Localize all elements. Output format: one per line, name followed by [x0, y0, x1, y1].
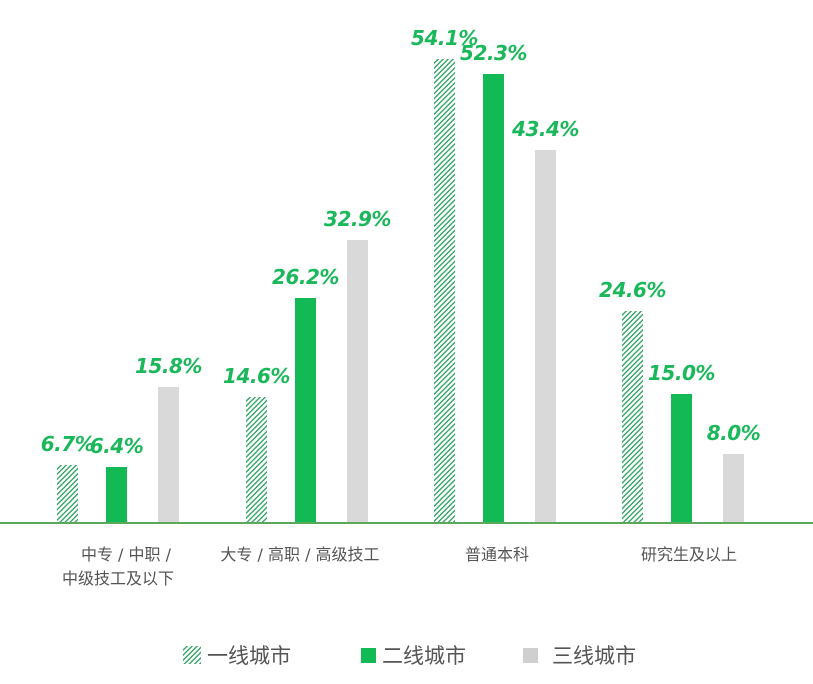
value-label: 32.9%: [324, 207, 391, 232]
value-label: 54.1%: [411, 25, 478, 50]
legend-item-tier3: 三线城市: [523, 638, 636, 672]
value-label: 14.6%: [223, 364, 290, 389]
category-label: 大专 / 高职 / 高级技工: [220, 545, 380, 564]
hatched-swatch-icon: [183, 646, 201, 664]
bar: [106, 467, 127, 522]
gray-swatch-icon: [523, 647, 538, 663]
legend-item-tier1: 一线城市: [183, 638, 291, 672]
bar: [158, 386, 179, 522]
category-label: 普通本科: [464, 545, 529, 564]
value-label: 52.3%: [460, 41, 527, 66]
bar: [671, 393, 692, 522]
bar: [57, 464, 78, 522]
bar: [483, 74, 504, 522]
bar: [723, 453, 744, 522]
green-swatch-icon: [361, 647, 376, 663]
value-label: 24.6%: [599, 278, 666, 303]
bar: [295, 297, 316, 522]
value-label: 26.2%: [272, 264, 339, 289]
value-label: 6.4%: [89, 434, 144, 459]
legend-label: 三线城市: [552, 644, 636, 668]
bar: [347, 240, 368, 522]
legend: 一线城市 二线城市 三线城市: [0, 638, 813, 672]
value-label: 15.0%: [648, 360, 715, 385]
bar: [434, 58, 455, 522]
category-label: 中专 / 中职 / 中级技工及以下: [61, 545, 174, 588]
bar: [622, 311, 643, 522]
category-label: 研究生及以上: [640, 545, 737, 564]
value-label: 15.8%: [135, 353, 202, 378]
legend-label: 一线城市: [207, 644, 291, 668]
legend-item-tier2: 二线城市: [361, 638, 466, 672]
bar: [246, 397, 267, 522]
x-axis-line: [0, 522, 813, 524]
value-label: 43.4%: [512, 117, 579, 142]
bar: [535, 150, 556, 522]
value-label: 6.7%: [40, 431, 95, 456]
legend-label: 二线城市: [382, 644, 466, 668]
value-label: 8.0%: [706, 420, 761, 445]
